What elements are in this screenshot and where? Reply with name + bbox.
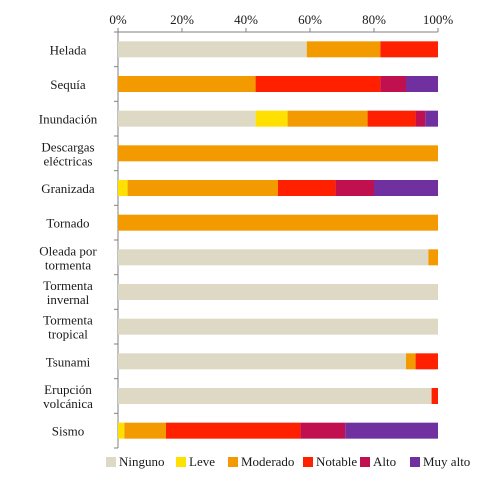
bar-segment-muy-alto — [425, 110, 438, 127]
bar-segment-alto — [300, 422, 346, 439]
bar-segment-muy-alto — [374, 180, 438, 196]
bar-segment-muy-alto — [406, 76, 438, 92]
category-label: tropical — [48, 327, 88, 342]
bar-segment-moderado — [306, 41, 381, 58]
bar-segment-muy-alto — [345, 422, 438, 439]
category-label: tormenta — [45, 257, 91, 272]
legend-label: Ninguno — [119, 454, 165, 469]
x-tick-label: 0% — [109, 12, 127, 27]
legend-swatch — [176, 457, 186, 467]
x-tick-label: 80% — [362, 12, 386, 27]
category-label: Erupción — [44, 382, 92, 397]
bar-segment-leve — [255, 110, 288, 127]
legend-label: Moderado — [241, 454, 294, 469]
legend-label: Muy alto — [423, 454, 470, 469]
category-label: volcánica — [43, 396, 93, 411]
bar-segment-leve — [118, 180, 128, 196]
x-tick-label: 20% — [170, 12, 194, 27]
category-label: Tornado — [46, 216, 89, 231]
bar-segment-moderado — [118, 76, 256, 92]
bar-segment-notable — [415, 353, 438, 370]
category-label: Oleada por — [39, 243, 97, 258]
category-label: invernal — [47, 292, 90, 307]
x-tick-label: 60% — [298, 12, 322, 27]
legend-swatch — [303, 457, 313, 467]
bar-segment-moderado — [124, 422, 166, 439]
legend-label: Notable — [316, 454, 357, 469]
bar-segment-notable — [431, 388, 438, 404]
bar-segment-ninguno — [118, 110, 256, 127]
category-label: Tsunami — [46, 354, 91, 369]
bar-segment-moderado — [406, 353, 416, 370]
legend-label: Leve — [189, 454, 215, 469]
bar-segment-ninguno — [118, 284, 438, 300]
bar-segment-moderado — [118, 214, 438, 231]
bar-segment-ninguno — [118, 41, 307, 58]
x-tick-label: 40% — [234, 12, 258, 27]
category-label: eléctricas — [43, 153, 92, 168]
bar-segment-notable — [380, 41, 438, 58]
legend-swatch — [360, 457, 370, 467]
category-label: Descargas — [41, 139, 94, 154]
legend-swatch — [228, 457, 238, 467]
category-label: Helada — [50, 42, 87, 57]
bar-segment-ninguno — [118, 318, 438, 335]
category-label: Sismo — [52, 424, 85, 439]
category-label: Granizada — [41, 181, 95, 196]
category-label: Tormenta — [43, 313, 93, 328]
bar-segment-notable — [278, 180, 336, 196]
bar-segment-ninguno — [118, 388, 432, 404]
bar-segment-alto — [380, 76, 406, 92]
bar-segment-alto — [415, 110, 426, 127]
legend-label: Alto — [373, 454, 396, 469]
bar-segment-notable — [255, 76, 381, 92]
bar-segment-alto — [335, 180, 374, 196]
legend-swatch — [410, 457, 420, 467]
category-label: Inundación — [39, 112, 98, 127]
bar-segment-moderado — [287, 110, 368, 127]
x-tick-label: 100% — [423, 12, 454, 27]
category-label: Sequía — [50, 77, 86, 92]
bar-segment-moderado — [428, 249, 438, 266]
bar-segment-leve — [118, 422, 125, 439]
legend-swatch — [106, 457, 116, 467]
bar-segment-moderado — [127, 180, 278, 196]
bar-segment-ninguno — [118, 249, 429, 266]
bar-segment-moderado — [118, 145, 438, 162]
category-label: Tormenta — [43, 278, 93, 293]
bar-segment-ninguno — [118, 353, 406, 370]
bar-segment-notable — [367, 110, 416, 127]
bar-segment-notable — [166, 422, 301, 439]
